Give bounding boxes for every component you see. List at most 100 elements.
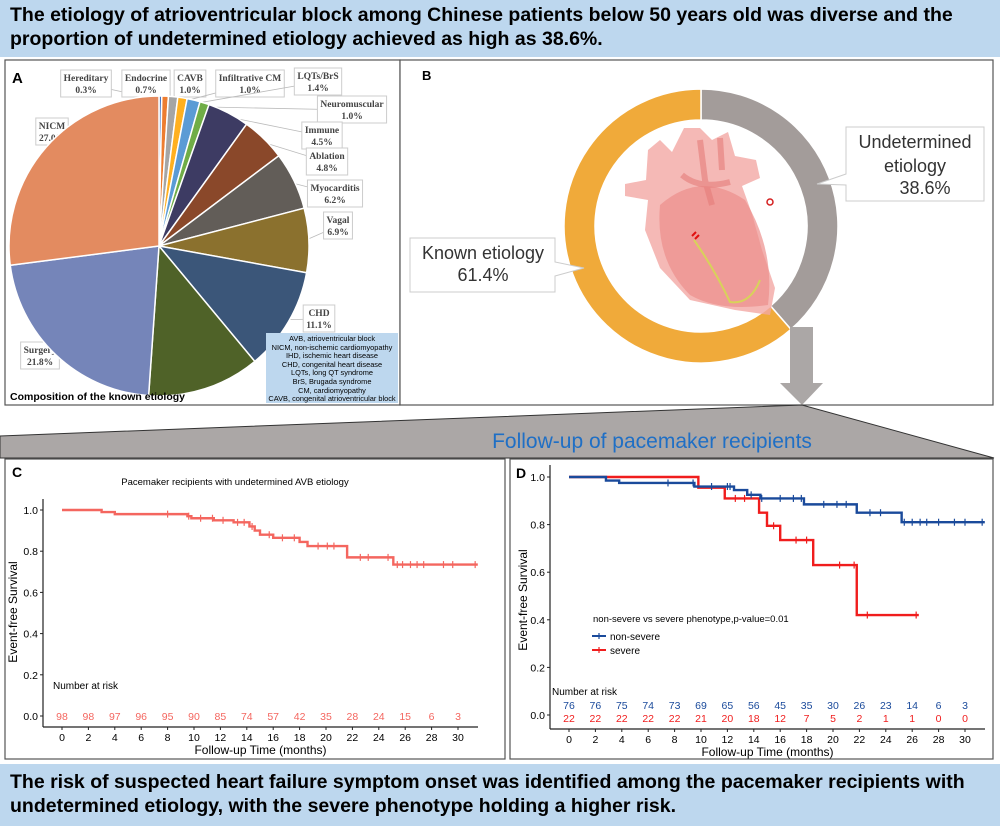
at-risk-count: 74 — [241, 711, 253, 723]
etiology-donut-chart — [563, 88, 839, 364]
x-tick-label: 28 — [426, 732, 438, 744]
pie-label-name: Infiltrative CM — [219, 74, 282, 84]
at-risk-count: 5 — [830, 713, 836, 725]
at-risk-count: 42 — [294, 711, 306, 723]
abbreviation-item: NICM, non-ischemic cardiomyopathy — [271, 342, 393, 352]
y-tick-label: 0.2 — [530, 662, 545, 674]
pie-label-name: Hereditary — [64, 74, 109, 84]
at-risk-count: 0 — [962, 713, 968, 725]
at-risk-count: 6 — [936, 700, 942, 712]
y-tick-label: 0.8 — [23, 546, 38, 558]
pie-label-box — [316, 95, 388, 124]
at-risk-count: 20 — [722, 713, 734, 725]
x-tick-label: 20 — [320, 732, 332, 744]
pie-caption: Composition of the known etiology — [10, 391, 185, 403]
pie-label-box — [302, 304, 336, 333]
panel-c-letter: C — [12, 464, 22, 480]
number-at-risk-label: Number at risk — [552, 687, 618, 698]
undetermined-value: 38.6% — [899, 178, 950, 198]
pie-label-name: Myocarditis — [310, 184, 359, 194]
x-tick-label: 2 — [592, 734, 598, 746]
undetermined-label-line1: Undetermined — [858, 132, 971, 152]
x-tick-label: 16 — [267, 732, 279, 744]
legend-title: non-severe vs severe phenotype,p-value=0… — [593, 614, 789, 625]
y-axis-label: Event-free Survival — [516, 549, 530, 650]
at-risk-count: 45 — [774, 700, 786, 712]
donut-segment-known-etiology — [563, 88, 793, 364]
at-risk-count: 14 — [906, 700, 918, 712]
pie-label-value: 6.2% — [324, 196, 345, 206]
y-tick-label: 0.6 — [530, 567, 545, 579]
panel-d-frame — [509, 458, 994, 760]
x-tick-label: 10 — [695, 734, 707, 746]
at-risk-count: 22 — [669, 713, 681, 725]
at-risk-count: 6 — [429, 711, 435, 723]
legend-item-non-severe: non-severe — [610, 632, 660, 643]
y-tick-label: 0.0 — [23, 711, 38, 723]
pie-label-value: 27.0% — [39, 134, 65, 144]
number-at-risk-label: Number at risk — [53, 681, 119, 692]
abbreviation-item: AVB, atrioventricular block — [288, 334, 376, 343]
at-risk-count: 75 — [616, 700, 628, 712]
at-risk-count: 96 — [135, 711, 147, 723]
at-risk-count: 56 — [748, 700, 760, 712]
y-tick-label: 0.0 — [530, 710, 545, 722]
pie-label-value: 21.8% — [27, 358, 53, 368]
x-tick-label: 18 — [294, 732, 306, 744]
at-risk-count: 18 — [748, 713, 760, 725]
pie-label-value: 4.8% — [316, 164, 337, 174]
x-tick-label: 4 — [112, 732, 118, 744]
abbreviation-item: LQTs, long QT syndrome — [290, 368, 373, 378]
at-risk-count: 76 — [563, 700, 575, 712]
at-risk-count: 57 — [267, 711, 279, 723]
pie-slice-ihd — [147, 244, 256, 397]
x-tick-label: 8 — [672, 734, 678, 746]
at-risk-count: 2 — [856, 713, 862, 725]
pie-label-value: 1.0% — [179, 86, 200, 96]
x-tick-label: 30 — [452, 732, 464, 744]
x-tick-label: 30 — [959, 734, 971, 746]
at-risk-count: 24 — [373, 711, 385, 723]
at-risk-count: 1 — [883, 713, 889, 725]
at-risk-count: 22 — [590, 713, 602, 725]
at-risk-count: 98 — [56, 711, 68, 723]
down-arrow — [780, 327, 823, 405]
pie-label-box — [173, 69, 207, 98]
y-axis-label: Event-free Survival — [6, 561, 20, 662]
at-risk-count: 1 — [909, 713, 915, 725]
x-tick-label: 12 — [215, 732, 227, 744]
x-tick-label: 14 — [241, 732, 253, 744]
panel-d-letter: D — [516, 465, 526, 481]
x-axis-label: Follow-up Time (months) — [701, 745, 833, 759]
at-risk-count: 22 — [642, 713, 654, 725]
at-risk-count: 35 — [320, 711, 332, 723]
at-risk-count: 97 — [109, 711, 121, 723]
pie-slice-surgery — [9, 245, 160, 397]
pie-label-name: CHD — [308, 309, 329, 319]
pie-label-value: 1.0% — [239, 86, 260, 96]
pie-label-box — [323, 211, 353, 240]
pie-label-value: 11.1% — [306, 321, 332, 331]
survival-curve-non-severe — [569, 475, 985, 524]
at-risk-count: 69 — [695, 700, 707, 712]
at-risk-count: 0 — [936, 713, 942, 725]
x-tick-label: 24 — [880, 734, 892, 746]
pie-label-name: NICM — [39, 122, 65, 132]
legend-item-severe: severe — [610, 646, 640, 657]
heart-illustration — [625, 128, 775, 315]
pie-label-name: Immune — [305, 126, 339, 136]
pie-label-name: Neuromuscular — [320, 100, 384, 110]
at-risk-count: 12 — [774, 713, 786, 725]
abbreviation-item: CHD, congenital heart disease — [281, 359, 383, 369]
at-risk-count: 76 — [590, 700, 602, 712]
bottom-summary-banner: The risk of suspected heart failure symp… — [0, 764, 1000, 826]
at-risk-count: 95 — [162, 711, 174, 723]
panel-a-letter: A — [12, 70, 23, 87]
x-tick-label: 4 — [619, 734, 625, 746]
x-tick-label: 8 — [165, 732, 171, 744]
pie-label-value: 6.9% — [327, 228, 348, 238]
legend: non-severe vs severe phenotype,p-value=0… — [592, 614, 789, 657]
pie-label-name: LQTs/BrS — [297, 72, 338, 82]
undetermined-etiology-callout: Undetermined etiology 38.6% — [816, 126, 985, 202]
